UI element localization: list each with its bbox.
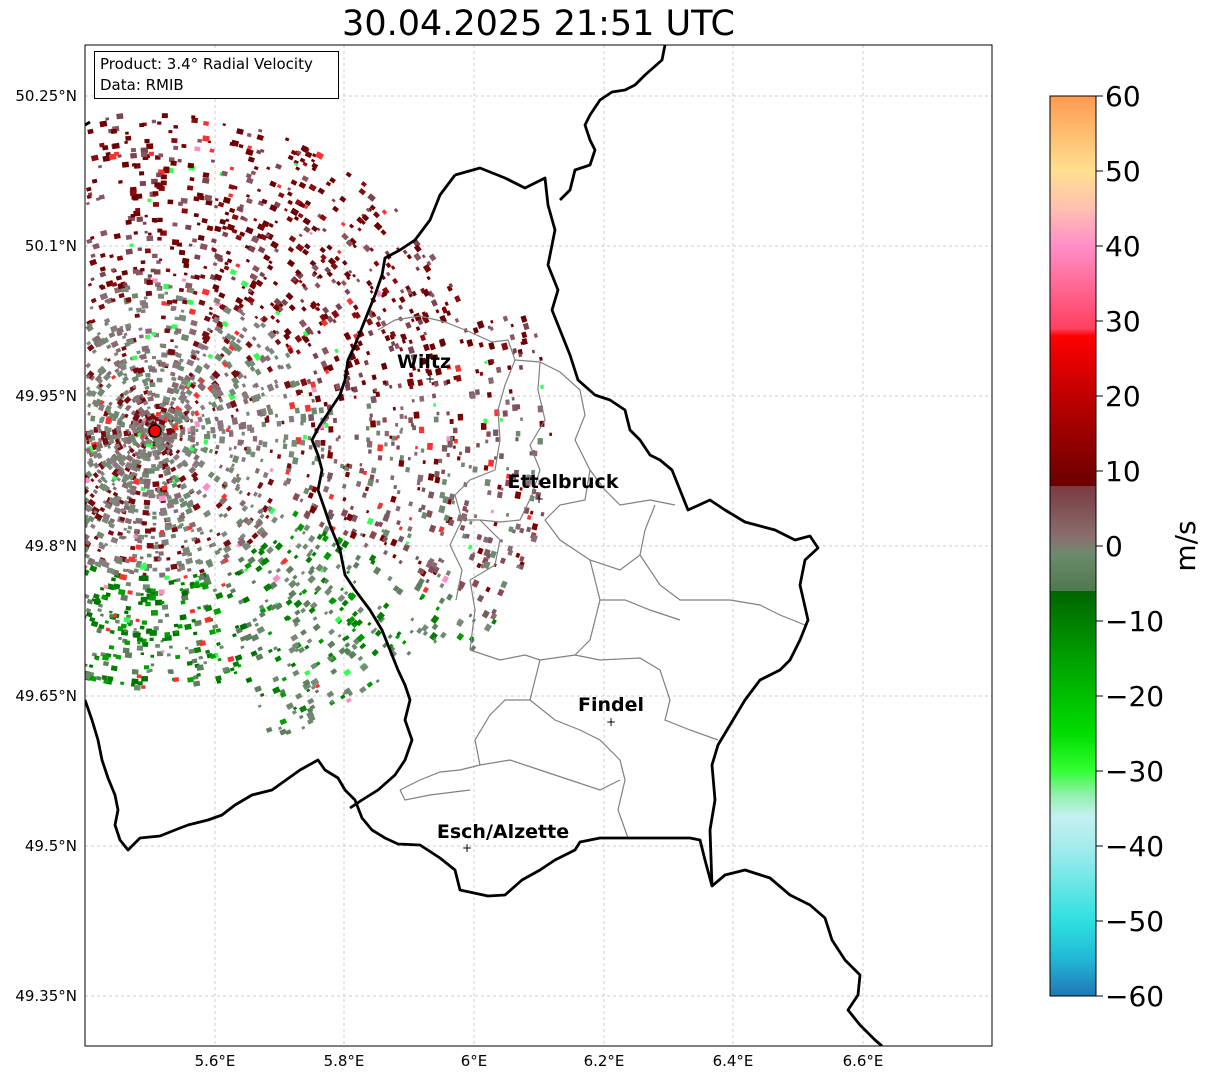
lon-tick: 6.2°E bbox=[584, 1052, 625, 1070]
lat-tick: 50.1°N bbox=[25, 237, 77, 255]
city-label-esch-alzette: Esch/Alzette bbox=[437, 821, 569, 843]
colorbar: 60 50 40 30 20 10 0 −10 −20 −30 −40 −50 −60 m/s bbox=[1049, 80, 1202, 1013]
city-esch-alzette: Esch/Alzette + bbox=[437, 821, 569, 855]
canton-boundaries bbox=[377, 315, 806, 839]
colorbar-ticks: 60 50 40 30 20 10 0 −10 −20 −30 −40 −50 −60 bbox=[1096, 80, 1164, 1013]
colorbar-tick-label: −30 bbox=[1105, 755, 1164, 788]
map-title: 30.04.2025 21:51 UTC bbox=[342, 4, 735, 44]
lon-tick: 5.8°E bbox=[324, 1052, 365, 1070]
colorbar-tick-label: −50 bbox=[1105, 905, 1164, 938]
lat-tick: 49.8°N bbox=[25, 537, 77, 555]
colorbar-tick-label: 10 bbox=[1105, 455, 1141, 488]
city-plus-icon: + bbox=[462, 841, 472, 855]
data-source-label: Data: RMIB bbox=[100, 76, 184, 94]
colorbar-tick-label: −60 bbox=[1105, 980, 1164, 1013]
city-wiltz: Wiltz + bbox=[397, 351, 451, 386]
city-label-wiltz: Wiltz bbox=[397, 351, 451, 373]
colorbar-unit: m/s bbox=[1169, 520, 1202, 571]
city-plus-icon: + bbox=[534, 492, 544, 506]
lon-tick: 6.6°E bbox=[843, 1052, 884, 1070]
lat-tick: 50.25°N bbox=[15, 87, 77, 105]
latitude-labels: 50.25°N 50.1°N 49.95°N 49.8°N 49.65°N 49… bbox=[15, 87, 77, 1005]
lon-tick: 6°E bbox=[461, 1052, 488, 1070]
lat-tick: 49.95°N bbox=[15, 387, 77, 405]
plot-frame bbox=[84, 44, 993, 1047]
colorbar-tick-label: 20 bbox=[1105, 380, 1141, 413]
colorbar-tick-label: 40 bbox=[1105, 230, 1141, 263]
colorbar-tick-label: 50 bbox=[1105, 155, 1141, 188]
city-markers: Wiltz + Ettelbruck + Findel + Esch/Alzet… bbox=[397, 351, 644, 855]
lat-tick: 49.65°N bbox=[15, 687, 77, 705]
city-label-findel: Findel bbox=[578, 694, 644, 716]
lat-tick: 49.5°N bbox=[25, 837, 77, 855]
colorbar-tick-label: −40 bbox=[1105, 830, 1164, 863]
city-plus-icon: + bbox=[425, 372, 435, 386]
city-plus-icon: + bbox=[606, 715, 616, 729]
colorbar-tick-label: 60 bbox=[1105, 80, 1141, 113]
city-ettelbruck: Ettelbruck + bbox=[508, 471, 619, 506]
longitude-labels: 5.6°E 5.8°E 6°E 6.2°E 6.4°E 6.6°E bbox=[195, 1052, 884, 1070]
lat-tick: 49.35°N bbox=[15, 987, 77, 1005]
city-label-ettelbruck: Ettelbruck bbox=[508, 471, 619, 493]
colorbar-tick-label: 30 bbox=[1105, 305, 1141, 338]
plot-area bbox=[85, 45, 992, 1046]
colorbar-tick-label: −20 bbox=[1105, 680, 1164, 713]
colorbar-tick-label: −10 bbox=[1105, 605, 1164, 638]
lon-tick: 5.6°E bbox=[195, 1052, 236, 1070]
radar-echoes bbox=[85, 113, 552, 736]
product-info-box: Product: 3.4° Radial Velocity Data: RMIB bbox=[94, 51, 339, 99]
colorbar-gradient bbox=[1049, 95, 1097, 997]
product-label: Product: 3.4° Radial Velocity bbox=[100, 55, 313, 73]
lon-tick: 6.4°E bbox=[713, 1052, 754, 1070]
national-borders bbox=[85, 45, 883, 1046]
city-findel: Findel + bbox=[578, 694, 644, 729]
colorbar-tick-label: 0 bbox=[1105, 530, 1123, 563]
radar-site-marker bbox=[148, 424, 162, 438]
